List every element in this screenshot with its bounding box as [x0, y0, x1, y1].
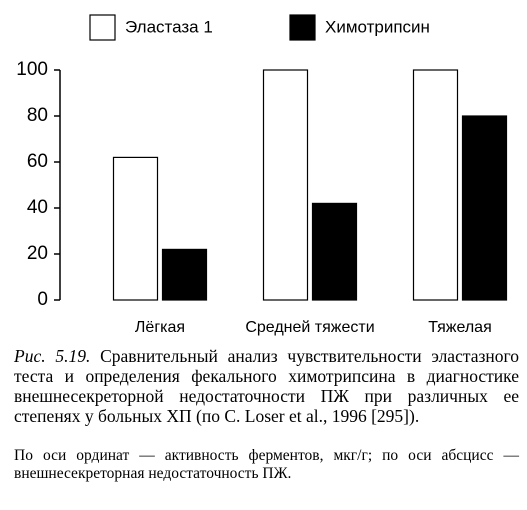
bar	[311, 202, 358, 301]
y-tick-label: 0	[37, 289, 48, 310]
bar	[262, 69, 309, 301]
legend-swatch	[289, 14, 316, 41]
x-tick-label: Лёгкая	[135, 319, 185, 336]
bar	[161, 248, 208, 301]
y-tick-label: 60	[27, 151, 48, 172]
bar	[461, 115, 508, 301]
x-tick-label: Тяжелая	[428, 319, 492, 336]
figure-caption: Рис. 5.19. Сравнительный анализ чувствит…	[14, 346, 519, 426]
caption-label: Рис. 5.19.	[14, 346, 91, 366]
y-tick-label: 20	[27, 243, 48, 264]
x-tick-label: Средней тяжести	[245, 319, 374, 336]
bar	[112, 156, 159, 301]
y-tick-label: 80	[27, 105, 48, 126]
chart: 0 20 40 60 80 100 Эластаза 1 Химотрипсин Лёгкая С…	[16, 14, 508, 336]
legend-swatch	[89, 14, 116, 41]
y-tick-label: 100	[16, 59, 48, 80]
y-tick-label: 40	[27, 197, 48, 218]
legend-label: Химотрипсин	[325, 17, 430, 36]
figure-note: По оси ординат — активность ферментов, м…	[14, 447, 519, 482]
caption-text: Сравнительный анализ чувствительности эл…	[14, 346, 519, 426]
bar	[412, 69, 459, 301]
legend-label: Эластаза 1	[125, 17, 213, 36]
